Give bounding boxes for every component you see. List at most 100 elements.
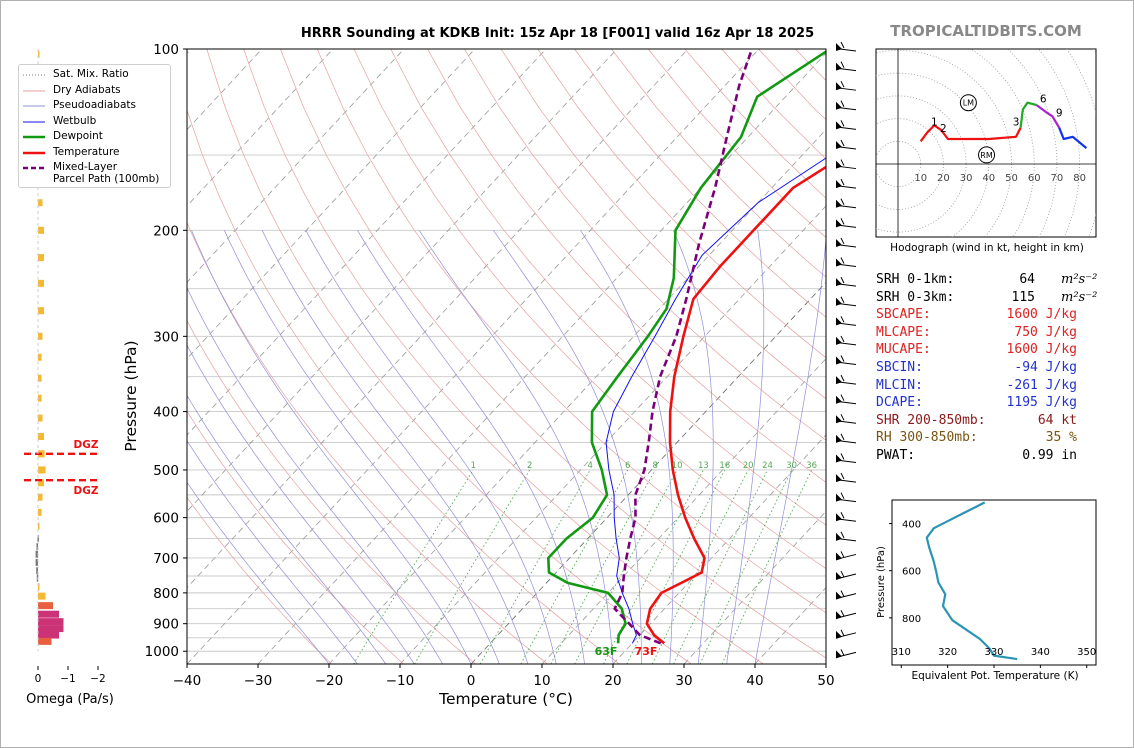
legend-label: Sat. Mix. Ratio bbox=[53, 68, 129, 80]
series-line-wetbulb bbox=[605, 157, 826, 644]
hodograph-marker-rm: RM bbox=[978, 146, 996, 164]
chart-title: HRRR Sounding at KDKB Init: 15z Apr 18 [… bbox=[300, 26, 815, 41]
mixing-ratio-label: 13 bbox=[698, 461, 709, 471]
legend-swatch bbox=[23, 105, 45, 107]
param-row: SBCAPE: 1600 J/kg bbox=[876, 307, 1101, 325]
dry-adiabat bbox=[390, 49, 826, 526]
param-row: SRH 0-1km: 64 m²s⁻² bbox=[876, 272, 1101, 290]
omega-bar bbox=[38, 625, 64, 633]
param-label: MUCAPE: bbox=[876, 342, 931, 358]
mixing-ratio-label: 36 bbox=[806, 461, 817, 471]
omega-panel: DGZ DGZ 0 −1 −2 Omega (Pa/s) bbox=[24, 49, 114, 707]
hodograph-trace bbox=[1035, 104, 1061, 129]
param-value: 0.99 in bbox=[1022, 447, 1077, 463]
legend-swatch bbox=[23, 166, 45, 170]
omega-bar bbox=[38, 493, 43, 501]
theta-e-frame bbox=[891, 499, 1097, 666]
wind-barb bbox=[836, 570, 857, 581]
theta-e-ylabel: Pressure (hPa) bbox=[876, 546, 887, 618]
omega-bar bbox=[38, 618, 64, 626]
mixing-ratio-label: 24 bbox=[762, 461, 773, 471]
dry-adiabat bbox=[537, 49, 826, 359]
skewt-ylabel: Pressure (hPa) bbox=[122, 340, 140, 451]
omega-bar bbox=[38, 631, 59, 639]
omega-tick-label: 0 bbox=[35, 673, 42, 685]
theta-e-x-tick-label: 350 bbox=[1077, 647, 1096, 658]
omega-bar bbox=[38, 522, 40, 530]
omega-bar bbox=[36, 542, 38, 550]
pseudoadiabat bbox=[187, 394, 387, 664]
legend-entry: Pseudoadiabats bbox=[19, 99, 169, 114]
hodograph: 10 20 30 40 50 60 70 80 12 3 69 LM RM Hodograph (win… bbox=[875, 48, 1097, 254]
mixing-ratio-label: 6 bbox=[625, 461, 630, 471]
hodograph-tick-label: 60 bbox=[1028, 173, 1041, 184]
hodograph-title: Hodograph (wind in kt, height in km) bbox=[890, 242, 1084, 254]
param-value: 35 % bbox=[1045, 430, 1077, 446]
omega-bar bbox=[38, 466, 46, 474]
mixing-ratio-line bbox=[479, 469, 591, 664]
legend-label-line2: Parcel Path (100mb) bbox=[53, 173, 160, 185]
dry-adiabat bbox=[795, 49, 826, 81]
legend-swatch bbox=[23, 135, 45, 139]
pseudoadiabat bbox=[187, 481, 330, 664]
wind-barb bbox=[836, 316, 857, 326]
series-line-temperature bbox=[645, 165, 826, 645]
x-tick-label: 30 bbox=[675, 673, 692, 689]
param-row: SRH 0-3km: 115 m²s⁻² bbox=[876, 290, 1101, 308]
wind-barb bbox=[836, 355, 857, 366]
dry-adiabat bbox=[243, 49, 764, 664]
param-row: SHR 200-850mb: 64 kt bbox=[876, 413, 1101, 431]
pseudoadiabat bbox=[187, 439, 358, 664]
omega-bar bbox=[38, 254, 44, 262]
omega-bar bbox=[38, 414, 43, 422]
mixing-ratio-line bbox=[721, 469, 813, 664]
mixing-ratio-label: 2 bbox=[527, 461, 532, 471]
x-tick-label: −40 bbox=[173, 673, 202, 689]
omega-tick-label: −2 bbox=[90, 673, 105, 685]
hodograph-tick-label: 80 bbox=[1073, 173, 1086, 184]
legend-swatch bbox=[23, 151, 45, 154]
param-value: 64 bbox=[1019, 272, 1035, 287]
omega-xlabel: Omega (Pa/s) bbox=[26, 692, 114, 707]
pseudoadiabat bbox=[305, 230, 557, 664]
mixing-ratio-line bbox=[353, 469, 474, 664]
wind-barb bbox=[836, 590, 857, 600]
legend-label: Dewpoint bbox=[53, 130, 103, 142]
param-label: RH 300-850mb: bbox=[876, 430, 978, 446]
omega-bars: DGZ DGZ bbox=[24, 50, 99, 645]
omega-bar bbox=[36, 567, 38, 575]
dry-adiabat bbox=[464, 49, 826, 441]
pseudoadiabat bbox=[754, 234, 826, 664]
y-tick-label: 200 bbox=[153, 223, 179, 239]
param-row: PWAT: 0.99 in bbox=[876, 448, 1101, 466]
theta-e-x-tick-label: 330 bbox=[984, 647, 1003, 658]
mixing-ratio-line bbox=[651, 469, 749, 664]
x-tick-label: 20 bbox=[604, 673, 621, 689]
param-row: SBCIN: -94 J/kg bbox=[876, 360, 1101, 378]
param-value: 1195 J/kg bbox=[1006, 395, 1077, 411]
mixing-ratio-label: 1 bbox=[471, 461, 476, 471]
mixing-ratio-line bbox=[414, 469, 531, 664]
param-value: 115 bbox=[1011, 289, 1035, 305]
param-label: SRH 0-1km: bbox=[876, 272, 955, 287]
legend-entry: Dewpoint bbox=[19, 130, 169, 145]
legend-label: Temperature bbox=[53, 145, 120, 158]
legend-swatch bbox=[23, 74, 45, 76]
y-tick-label: 300 bbox=[153, 329, 179, 345]
y-tick-label: 400 bbox=[153, 405, 179, 421]
param-label: PWAT: bbox=[876, 447, 916, 463]
y-tick-label: 100 bbox=[153, 42, 179, 58]
x-tick-label: 40 bbox=[746, 673, 763, 689]
hodograph-tick-label: 40 bbox=[982, 173, 995, 184]
mixing-ratio-line bbox=[574, 469, 678, 664]
wind-barb bbox=[836, 394, 857, 405]
dry-adiabat bbox=[187, 319, 476, 664]
pseudoadiabat bbox=[191, 230, 472, 664]
hodograph-height-label: 2 bbox=[940, 123, 947, 135]
theta-e-y-tick-label: 800 bbox=[902, 614, 921, 625]
omega-axis: 0 −1 −2 bbox=[35, 49, 106, 685]
mixing-ratio-line bbox=[699, 469, 793, 664]
wind-barb bbox=[836, 453, 857, 463]
wind-barb bbox=[836, 198, 857, 209]
